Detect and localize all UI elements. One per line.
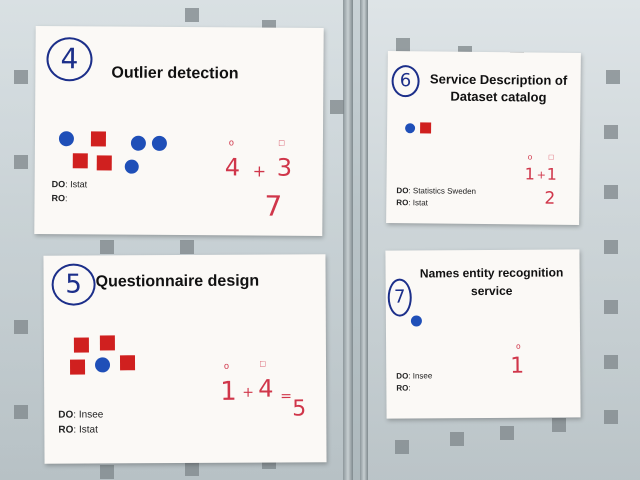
- poster-title-line2: service: [470, 283, 513, 299]
- red-square-marker: [90, 131, 106, 147]
- do-ro-block: DO: Istat RO:: [51, 179, 88, 203]
- glass-dot: [14, 405, 28, 419]
- red-square-marker: [96, 155, 112, 171]
- poster-questionnaire-design: 5 Questionnaire design DO: Insee RO: Ist…: [43, 254, 327, 464]
- blue-circle-marker: [124, 159, 139, 174]
- blue-circle-marker: [94, 357, 111, 373]
- square-mark: □: [259, 358, 266, 369]
- glass-dot: [185, 8, 199, 22]
- do-label: DO: [396, 371, 409, 381]
- vote-count-b: 3: [276, 153, 293, 182]
- door-frame: [343, 0, 353, 480]
- vote-total: 7: [264, 189, 283, 223]
- poster-number-badge: 5: [51, 263, 96, 306]
- vote-count-b: 4: [258, 374, 274, 403]
- blue-circle-marker: [405, 123, 416, 134]
- do-value: Statistics Sweden: [412, 186, 477, 196]
- ro-label: RO: [396, 198, 409, 208]
- vote-count-a: 1: [524, 164, 535, 184]
- vote-count-a: 1: [220, 376, 237, 407]
- do-ro-block: DO: Insee RO:: [396, 371, 433, 393]
- vote-total: 5: [292, 396, 307, 422]
- blue-circle-marker: [151, 135, 167, 151]
- red-square-marker: [73, 337, 89, 353]
- poster-title-line1: Service Description of: [429, 71, 568, 88]
- poster-number-badge: 4: [46, 37, 93, 82]
- plus-sign: +: [252, 161, 267, 181]
- blue-circle-marker: [410, 315, 422, 327]
- glass-dot: [604, 300, 618, 314]
- ro-label: RO: [51, 192, 66, 203]
- glass-dot: [14, 155, 28, 169]
- ro-value: Istat: [78, 424, 98, 436]
- do-label: DO: [396, 186, 409, 196]
- red-square-marker: [70, 359, 86, 375]
- red-square-marker: [72, 153, 88, 169]
- do-label: DO: [51, 179, 66, 190]
- ro-label: RO: [396, 383, 409, 393]
- poster-service-description: 6 Service Description of Dataset catalog…: [386, 50, 581, 226]
- do-value: Insee: [412, 371, 433, 381]
- do-label: DO: [58, 409, 74, 421]
- poster-title: Names entity recognition service: [404, 263, 580, 300]
- vote-count-a: 4: [224, 153, 241, 182]
- poster-outlier-detection: 4 Outlier detection DO: Istat RO: o □ 4 …: [34, 25, 324, 237]
- do-value: Insee: [78, 409, 104, 421]
- poster-number-badge: 6: [391, 65, 420, 98]
- glass-dot: [604, 125, 618, 139]
- glass-dot: [450, 432, 464, 446]
- glass-dot: [14, 70, 28, 84]
- blue-circle-marker: [130, 135, 146, 151]
- glass-dot: [500, 426, 514, 440]
- circle-mark: o: [224, 360, 230, 371]
- poster-title: Questionnaire design: [95, 272, 260, 291]
- red-square-marker: [119, 355, 136, 371]
- glass-dot: [185, 462, 199, 476]
- vote-count-a: 1: [510, 353, 525, 379]
- poster-title: Outlier detection: [111, 64, 239, 83]
- do-ro-block: DO: Statistics Sweden RO: Istat: [396, 186, 477, 208]
- plus-sign: +: [242, 384, 254, 401]
- poster-title-line1: Names entity recognition: [419, 265, 564, 281]
- plus-sign: +: [536, 168, 546, 182]
- glass-dot: [180, 240, 194, 254]
- circle-mark: o: [228, 137, 234, 148]
- vote-count-b: 1: [546, 164, 557, 184]
- poster-title: Service Description of Dataset catalog: [419, 71, 577, 106]
- glass-dot: [330, 100, 344, 114]
- equals-sign: =: [280, 388, 292, 405]
- square-mark: □: [548, 152, 554, 162]
- red-square-marker: [99, 335, 115, 351]
- glass-dot: [100, 240, 114, 254]
- glass-dot: [604, 240, 618, 254]
- circle-mark: o: [527, 152, 533, 162]
- square-mark: □: [278, 137, 285, 148]
- door-frame-edge: [360, 0, 368, 480]
- glass-dot: [395, 440, 409, 454]
- ro-label: RO: [58, 424, 74, 436]
- vote-total: 2: [544, 188, 556, 209]
- glass-dot: [604, 185, 618, 199]
- poster-title-line2: Dataset catalog: [450, 88, 547, 105]
- glass-dot: [606, 70, 620, 84]
- blue-circle-marker: [58, 131, 74, 147]
- glass-dot: [604, 410, 618, 424]
- glass-dot: [396, 38, 410, 52]
- glass-dot: [552, 418, 566, 432]
- ro-value: Istat: [412, 198, 428, 208]
- red-square-marker: [420, 122, 432, 134]
- poster-names-entity-recognition: 7 Names entity recognition service DO: I…: [385, 249, 581, 419]
- do-value: Istat: [70, 179, 88, 190]
- circle-mark: o: [516, 341, 521, 351]
- do-ro-block: DO: Insee RO: Istat: [58, 409, 104, 436]
- glass-dot: [100, 465, 114, 479]
- glass-dot: [14, 320, 28, 334]
- glass-dot: [604, 355, 618, 369]
